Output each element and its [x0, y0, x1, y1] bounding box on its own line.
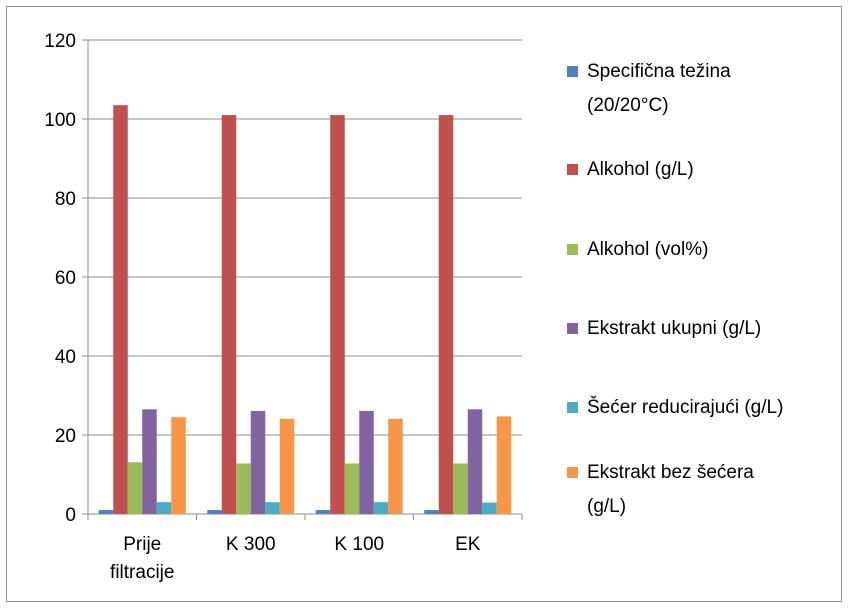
bar [279, 418, 295, 514]
bar [98, 510, 114, 514]
legend-swatch [567, 467, 578, 478]
bar [221, 115, 237, 515]
bar [438, 115, 454, 515]
bar [156, 502, 172, 514]
bar [250, 410, 266, 514]
y-tick-label: 0 [65, 505, 76, 526]
bar [236, 463, 251, 514]
legend-label: Specifična težina (20/20°C) [587, 61, 731, 116]
x-tick-label: Prije filtracije [110, 534, 174, 583]
legend-label: Alkohol (vol%) [587, 239, 708, 260]
y-tick-label: 20 [55, 426, 76, 447]
x-tick-label: K 300 [226, 534, 276, 555]
y-tick-label: 60 [55, 268, 76, 289]
bar [388, 418, 403, 514]
bar [496, 416, 512, 514]
bar [467, 409, 483, 514]
bar [453, 463, 468, 514]
bar [373, 502, 389, 514]
x-tick-label: K 100 [334, 534, 384, 555]
bar [113, 105, 128, 515]
gridlines [88, 39, 522, 436]
legend-label: Ekstrakt ukupni (g/L) [587, 318, 761, 339]
legend-label: Šećer reducirajući (g/L) [587, 396, 783, 418]
bar [482, 502, 497, 514]
bar [207, 510, 222, 514]
y-axis: 0 20 40 60 80 100 120 [44, 31, 89, 526]
bar [142, 409, 157, 514]
legend-swatch [567, 164, 578, 175]
x-tick-label: EK [455, 534, 481, 555]
x-axis: Prije filtracije K 300 K 100 EK [87, 513, 523, 583]
bar [330, 115, 345, 515]
bars [98, 105, 512, 515]
legend-label: Alkohol (g/L) [587, 159, 694, 180]
legend: Specifična težina (20/20°C) Alkohol (g/L) A… [567, 61, 783, 517]
y-tick-label: 40 [55, 347, 76, 368]
legend-swatch [567, 402, 578, 413]
y-tick-label: 120 [44, 31, 76, 52]
y-tick-label: 80 [55, 189, 76, 210]
legend-label: Ekstrakt bez šećera (g/L) [587, 462, 754, 517]
legend-swatch [567, 244, 578, 255]
y-tick-label: 100 [44, 110, 76, 131]
legend-swatch [567, 66, 578, 77]
bar [315, 510, 331, 514]
legend-swatch [567, 323, 578, 334]
bar [344, 463, 360, 514]
bar [265, 502, 280, 514]
bar [359, 410, 374, 514]
bar [171, 417, 186, 514]
bar [424, 510, 439, 514]
bar [127, 462, 143, 514]
